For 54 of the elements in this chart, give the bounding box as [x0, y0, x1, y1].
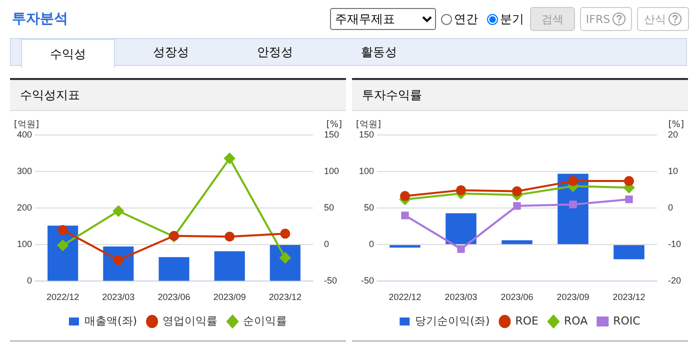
chart-title: 투자수익률 [352, 80, 688, 111]
x-tick-label: 2023/12 [612, 292, 646, 302]
y2-tick-label: 100 [324, 166, 340, 176]
text: 활동성 [360, 44, 398, 61]
x-tick-label: 2023/12 [268, 292, 302, 302]
y-tick-label: 150 [358, 129, 374, 140]
y2-tick-label: -20 [668, 276, 682, 286]
y-tick-label: 0 [369, 239, 374, 250]
y-tick-label: 100 [358, 166, 374, 176]
text: 투자분석 [12, 10, 68, 28]
x-tick-label: 2023/06 [158, 292, 190, 302]
text: 성장성 [152, 44, 190, 61]
legend-label: 순이익률 [243, 314, 288, 328]
y2-tick-label: 10 [668, 166, 678, 176]
legend-label: ROE [515, 314, 539, 328]
text: 산식 [637, 7, 689, 31]
y2-axis-title: [%] [668, 120, 684, 130]
text: 수익성 [21, 39, 115, 68]
legend-label: 당기순이익(좌) [415, 314, 490, 328]
y-tick-label: 0 [27, 276, 32, 286]
y2-tick-label: 50 [324, 202, 334, 213]
text: 연간 [453, 10, 478, 28]
x-tick-label: 2022/12 [46, 292, 80, 302]
y2-tick-label: -10 [668, 239, 682, 250]
text: 검색 [530, 7, 575, 31]
y-tick-label: 50 [364, 202, 374, 213]
legend-label: ROIC [613, 314, 641, 328]
y2-axis-title: [%] [326, 120, 342, 130]
text: 안정성 [256, 44, 294, 61]
y2-tick-label: -50 [324, 276, 337, 286]
y2-tick-label: 0 [668, 202, 674, 213]
y2-tick-label: 150 [324, 129, 340, 140]
legend-label: 매출액(좌) [84, 314, 138, 328]
y-axis-title: [억원] [356, 120, 382, 130]
x-tick-label: 2022/12 [388, 292, 422, 302]
x-tick-label: 2023/06 [500, 292, 534, 302]
y2-tick-label: 20 [668, 129, 678, 140]
text: 주재무제표 [330, 8, 436, 30]
y-axis-title: [억원] [14, 120, 40, 130]
x-tick-label: 2023/03 [102, 292, 135, 302]
y-tick-label: 100 [16, 239, 32, 250]
legend-label: 영업이익률 [162, 314, 218, 328]
x-tick-label: 2023/09 [213, 292, 246, 302]
y-tick-label: 300 [16, 166, 32, 176]
text: IFRS [580, 7, 632, 31]
chart-title: 수익성지표 [10, 80, 346, 111]
y-tick-label: 400 [16, 129, 32, 140]
y-tick-label: 200 [16, 202, 32, 213]
x-tick-label: 2023/03 [444, 292, 478, 302]
legend-label: ROA [564, 314, 588, 328]
text: 분기 [499, 10, 524, 28]
x-tick-label: 2023/09 [556, 292, 590, 302]
y-tick-label: -50 [361, 276, 374, 286]
y2-tick-label: 0 [324, 239, 329, 250]
